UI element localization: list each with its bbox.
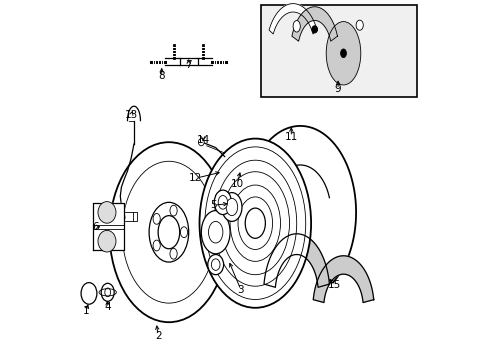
- Ellipse shape: [214, 190, 231, 215]
- Ellipse shape: [199, 139, 310, 308]
- Polygon shape: [291, 7, 337, 41]
- Ellipse shape: [198, 139, 204, 146]
- Ellipse shape: [104, 288, 110, 297]
- Text: 6: 6: [92, 222, 98, 232]
- Text: 15: 15: [327, 280, 341, 290]
- Ellipse shape: [98, 230, 116, 252]
- Ellipse shape: [355, 20, 363, 30]
- Text: 4: 4: [104, 302, 111, 312]
- Ellipse shape: [292, 21, 300, 32]
- Text: 7: 7: [185, 60, 192, 70]
- Text: 9: 9: [334, 84, 341, 94]
- Polygon shape: [268, 4, 317, 34]
- Ellipse shape: [225, 198, 237, 216]
- Ellipse shape: [311, 26, 317, 33]
- Text: 2: 2: [155, 330, 161, 341]
- Text: 12: 12: [189, 173, 202, 183]
- Ellipse shape: [218, 195, 227, 209]
- Text: 8: 8: [158, 71, 164, 81]
- Ellipse shape: [211, 259, 220, 270]
- Ellipse shape: [325, 22, 360, 85]
- Text: 14: 14: [196, 135, 209, 145]
- Polygon shape: [313, 256, 373, 302]
- Ellipse shape: [207, 255, 223, 275]
- Polygon shape: [93, 203, 123, 250]
- Bar: [260, 5, 416, 97]
- Text: 3: 3: [237, 285, 244, 295]
- Ellipse shape: [208, 221, 223, 243]
- Ellipse shape: [340, 49, 346, 58]
- Ellipse shape: [201, 211, 230, 254]
- Ellipse shape: [101, 283, 114, 301]
- Text: 5: 5: [210, 200, 217, 210]
- Ellipse shape: [98, 202, 116, 223]
- Ellipse shape: [244, 208, 265, 238]
- Ellipse shape: [222, 193, 242, 221]
- Polygon shape: [264, 234, 329, 287]
- Text: 13: 13: [124, 110, 138, 120]
- Text: 1: 1: [82, 306, 89, 316]
- Ellipse shape: [109, 142, 228, 322]
- Text: 10: 10: [230, 179, 244, 189]
- Text: 11: 11: [284, 132, 297, 142]
